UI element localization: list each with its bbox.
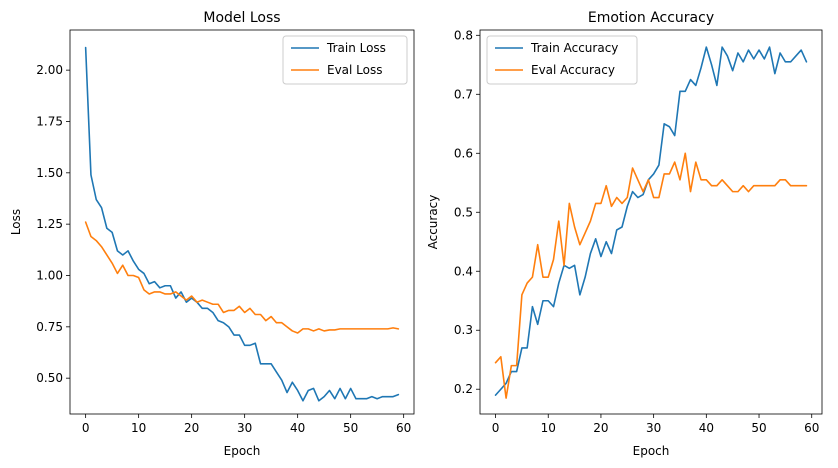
y-tick-label: 1.25 — [36, 217, 63, 231]
loss-chart: Model Loss 0 10 20 30 40 50 60 0.50 0.75 1.00 1.2… — [9, 10, 415, 458]
legend-label: Train Accuracy — [530, 41, 618, 55]
series-line-1 — [494, 152, 808, 399]
axes-frame — [69, 29, 415, 415]
y-axis: 0.50 0.75 1.00 1.25 1.50 1.75 2.00 — [36, 63, 70, 385]
y-tick-label: 0.2 — [454, 382, 473, 396]
x-tick-label: 0 — [492, 421, 500, 435]
series-line-0 — [84, 46, 400, 402]
x-axis-label: Epoch — [224, 444, 261, 458]
x-tick-label: 10 — [541, 421, 556, 435]
legend-label: Eval Loss — [327, 63, 383, 77]
y-tick-label: 1.75 — [36, 114, 63, 128]
y-tick-label: 0.3 — [454, 323, 473, 337]
legend: Train Accuracy Eval Accuracy — [486, 35, 638, 85]
plot-area — [494, 46, 808, 399]
x-tick-label: 50 — [751, 421, 766, 435]
legend-label: Eval Accuracy — [531, 63, 615, 77]
y-tick-label: 1.50 — [36, 166, 63, 180]
x-tick-label: 40 — [699, 421, 714, 435]
series-line-0 — [494, 46, 808, 396]
series-line-1 — [84, 221, 400, 334]
x-axis: 0 10 20 30 40 50 60 — [82, 414, 411, 435]
legend-box — [486, 35, 638, 85]
y-tick-label: 0.50 — [36, 371, 63, 385]
y-tick-label: 2.00 — [36, 63, 63, 77]
x-tick-label: 60 — [396, 421, 411, 435]
x-tick-label: 10 — [131, 421, 146, 435]
x-tick-label: 60 — [804, 421, 819, 435]
y-tick-label: 0.75 — [36, 320, 63, 334]
y-tick-label: 0.7 — [454, 87, 473, 101]
legend: Train Loss Eval Loss — [282, 35, 408, 85]
x-tick-label: 50 — [343, 421, 358, 435]
x-tick-label: 20 — [593, 421, 608, 435]
chart-title: Emotion Accuracy — [588, 10, 714, 26]
y-tick-label: 0.6 — [454, 146, 473, 160]
chart-title: Model Loss — [203, 10, 280, 26]
y-tick-label: 0.4 — [454, 264, 473, 278]
y-tick-label: 0.5 — [454, 205, 473, 219]
x-axis-label: Epoch — [633, 444, 670, 458]
x-tick-label: 30 — [237, 421, 252, 435]
x-tick-label: 40 — [290, 421, 305, 435]
y-axis: 0.2 0.3 0.4 0.5 0.6 0.7 0.8 — [454, 28, 480, 396]
x-axis: 0 10 20 30 40 50 60 — [492, 414, 819, 435]
x-tick-label: 0 — [82, 421, 90, 435]
y-axis-label: Accuracy — [426, 195, 440, 250]
legend-label: Train Loss — [326, 41, 386, 55]
x-tick-label: 20 — [184, 421, 199, 435]
plot-area — [84, 46, 400, 402]
axes-frame — [479, 29, 823, 415]
y-tick-label: 1.00 — [36, 268, 63, 282]
x-tick-label: 30 — [646, 421, 661, 435]
accuracy-chart: Emotion Accuracy 0 10 20 30 40 50 60 0.2 0.3 0.4… — [426, 10, 823, 458]
y-tick-label: 0.8 — [454, 28, 473, 42]
y-axis-label: Loss — [9, 209, 23, 235]
